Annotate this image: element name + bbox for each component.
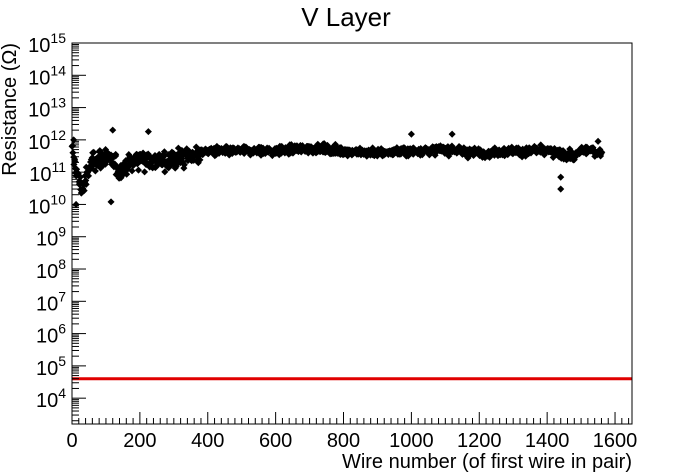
- x-tick-label: 600: [259, 430, 292, 452]
- data-point: [128, 167, 136, 175]
- data-point: [134, 166, 143, 174]
- data-point: [180, 161, 188, 169]
- data-point: [598, 148, 606, 156]
- data-point: [557, 185, 565, 193]
- data-point: [71, 157, 79, 165]
- y-tick-label: 1011: [29, 159, 66, 186]
- y-tick-label: 1010: [28, 191, 66, 218]
- x-tick-label: 1000: [389, 430, 434, 452]
- data-point: [161, 168, 169, 176]
- x-tick-label: 400: [191, 430, 224, 452]
- data-point: [196, 156, 204, 164]
- x-axis: 0 200 400 600 800 1000 1200 1400 1600: [66, 412, 637, 452]
- chart-title: V Layer: [301, 2, 391, 32]
- data-point: [594, 137, 602, 145]
- data-point: [144, 128, 152, 136]
- x-tick-label: 800: [327, 430, 360, 452]
- y-axis: 104 105 106 107 108 109 1010 1011 1012 1013 1014 10…: [28, 30, 86, 422]
- y-tick-label: 106: [36, 321, 66, 348]
- y-tick-label: 1012: [28, 127, 66, 154]
- x-tick-label: 200: [123, 430, 156, 452]
- data-point: [557, 173, 565, 181]
- plot-frame: [71, 42, 633, 425]
- data-point: [80, 187, 88, 195]
- data-point: [91, 167, 99, 175]
- y-tick-label: 104: [36, 385, 66, 412]
- data-points: [68, 126, 606, 208]
- y-tick-label: 107: [36, 288, 66, 315]
- y-tick-label: 105: [36, 353, 66, 380]
- data-point: [84, 172, 93, 180]
- y-tick-label: 109: [36, 224, 66, 251]
- data-point: [448, 130, 456, 138]
- y-tick-label: 1015: [28, 30, 66, 57]
- x-axis-label: Wire number (of first wire in pair): [342, 451, 632, 473]
- y-axis-label: Resistance (Ω): [0, 43, 21, 176]
- x-tick-label: 1600: [593, 430, 638, 452]
- y-tick-label: 108: [36, 256, 66, 283]
- x-tick-label: 0: [66, 430, 77, 452]
- data-point: [69, 142, 77, 150]
- data-point: [107, 198, 115, 206]
- data-point: [123, 170, 131, 178]
- y-tick-label: 1014: [28, 62, 66, 89]
- data-point: [82, 180, 90, 188]
- data-point: [90, 148, 98, 156]
- data-point: [109, 126, 117, 134]
- data-point: [112, 152, 120, 160]
- data-point: [141, 168, 149, 176]
- data-point: [407, 130, 415, 138]
- x-tick-label: 1400: [525, 430, 570, 452]
- x-tick-label: 1200: [457, 430, 502, 452]
- y-tick-label: 1013: [28, 95, 66, 122]
